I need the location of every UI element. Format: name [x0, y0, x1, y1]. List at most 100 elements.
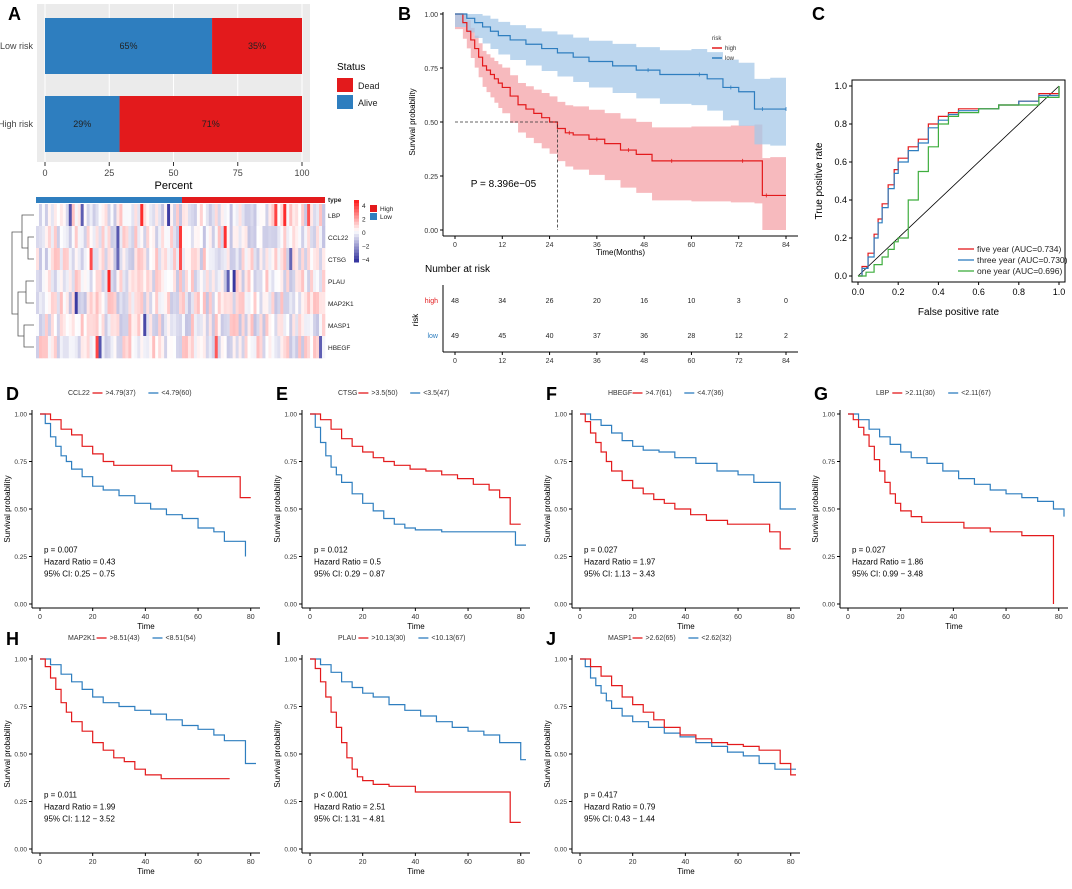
heatmap-cell	[68, 248, 73, 271]
heatmap-cell	[98, 270, 102, 293]
km-xtick-label: 0	[308, 614, 312, 621]
km-xtick-label: 20	[359, 614, 367, 621]
heatmap-cell	[295, 314, 299, 337]
heatmap-cell	[164, 314, 168, 337]
heatmap-cell	[283, 336, 287, 359]
heatmap-cell	[47, 292, 52, 315]
heatmap-cell	[59, 226, 64, 249]
heatmap-cell	[217, 292, 222, 315]
heatmap-cell	[217, 314, 222, 337]
heatmap-cell	[322, 270, 326, 293]
roc-diagonal	[857, 85, 1060, 277]
heatmap-cell	[184, 336, 189, 359]
km-xtick-label: 60	[734, 859, 742, 866]
heatmap-cell	[256, 204, 260, 227]
color-scale-segment	[354, 203, 359, 207]
heatmap-cell	[41, 248, 46, 271]
heatmap-cell	[149, 248, 153, 271]
km-curve-high	[40, 658, 230, 780]
heatmap-cell	[283, 314, 287, 337]
heatmap-cell	[202, 336, 207, 359]
heatmap-cell	[238, 248, 242, 271]
heatmap-cell	[283, 226, 287, 249]
heatmap-cell	[179, 314, 183, 337]
heatmap-cell	[229, 292, 233, 315]
risk-table-cell: 10	[688, 298, 696, 305]
heatmap-cell	[140, 314, 144, 337]
heatmap-cell	[283, 270, 287, 293]
annotation-legend-swatch-high	[370, 205, 377, 212]
heatmap-cell	[95, 314, 99, 337]
heatmap-cell	[173, 248, 177, 271]
km-ytick-label: 1.00	[14, 412, 27, 419]
heatmap-cell	[190, 226, 195, 249]
heatmap-cell	[47, 226, 52, 249]
heatmap-cell	[104, 204, 108, 227]
heatmap-cell	[113, 270, 117, 293]
heatmap-cell	[161, 314, 165, 337]
heatmap-cell	[101, 204, 105, 227]
heatmap-cell	[47, 336, 52, 359]
km-ytick-label: 0.25	[14, 554, 27, 561]
heatmap-cell	[140, 292, 144, 315]
heatmap-cell	[205, 270, 210, 293]
heatmap-cell	[319, 292, 323, 315]
heatmap-cell	[83, 248, 87, 271]
heatmap-cell	[220, 336, 225, 359]
heatmap-cell	[167, 336, 171, 359]
roc-xtick-label: 1.0	[1053, 287, 1066, 297]
heatmap-cell	[187, 336, 192, 359]
heatmap-cell	[265, 336, 269, 359]
heatmap-cell	[262, 336, 266, 359]
heatmap-cell	[122, 204, 126, 227]
heatmap-cell	[128, 204, 132, 227]
heatmap-cell	[164, 270, 168, 293]
heatmap-cell	[244, 204, 248, 227]
heatmap-cell	[56, 226, 61, 249]
heatmap-cell	[262, 314, 266, 337]
km-pvalue: p = 0.011	[44, 791, 78, 800]
heatmap-cell	[137, 248, 141, 271]
heatmap-cell	[274, 248, 278, 271]
km-panel-j: J MASP1 >2.62(65) <2.62(32) 0.00 0.25 0.50 0.75…	[543, 629, 800, 876]
heatmap-cell	[199, 204, 204, 227]
heatmap-cell	[86, 314, 90, 337]
risk-table-cell: 36	[640, 333, 648, 340]
color-scale-segment	[354, 243, 359, 247]
heatmap-cell	[301, 248, 305, 271]
heatmap-cell	[199, 314, 204, 337]
heatmap-cell	[277, 248, 281, 271]
km-ytick-label: 0.00	[284, 602, 297, 609]
annotation-high	[181, 197, 325, 203]
heatmap-cell	[301, 226, 305, 249]
heatmap-cell	[122, 292, 126, 315]
km-ytick-label: 1.00	[284, 657, 297, 664]
heatmap-cell	[131, 292, 135, 315]
km-ytick-label: 0.25	[14, 799, 27, 806]
km-ytick-label: 0.50	[14, 752, 27, 759]
heatmap-cell	[101, 248, 105, 271]
km-ytick-label: 0.00	[14, 602, 27, 609]
panel-letter-g: G	[814, 384, 828, 404]
heatmap-cell	[101, 314, 105, 337]
heatmap-cell	[307, 314, 311, 337]
heatmap-cell	[50, 204, 55, 227]
heatmap-cell	[184, 314, 189, 337]
heatmap-cell	[208, 248, 213, 271]
heatmap-cell	[125, 270, 129, 293]
heatmap-cell	[152, 226, 156, 249]
heatmap-cell	[283, 292, 287, 315]
heatmap-cell	[304, 248, 308, 271]
roc-legend-label-0: five year (AUC=0.734)	[977, 244, 1061, 254]
heatmap-cell	[208, 292, 213, 315]
heatmap-cell	[223, 314, 227, 337]
risk-table-row-label: high	[425, 298, 438, 305]
km-xtick-label: 40	[681, 614, 689, 621]
km-xlabel: Time	[137, 867, 155, 876]
heatmap-cell	[170, 248, 174, 271]
heatmap-cell	[211, 204, 216, 227]
km-curve-low	[310, 413, 526, 546]
km-xlabel: Time	[407, 622, 425, 631]
panel-b-xtick-label: 48	[640, 242, 648, 249]
heatmap-cell	[137, 292, 141, 315]
